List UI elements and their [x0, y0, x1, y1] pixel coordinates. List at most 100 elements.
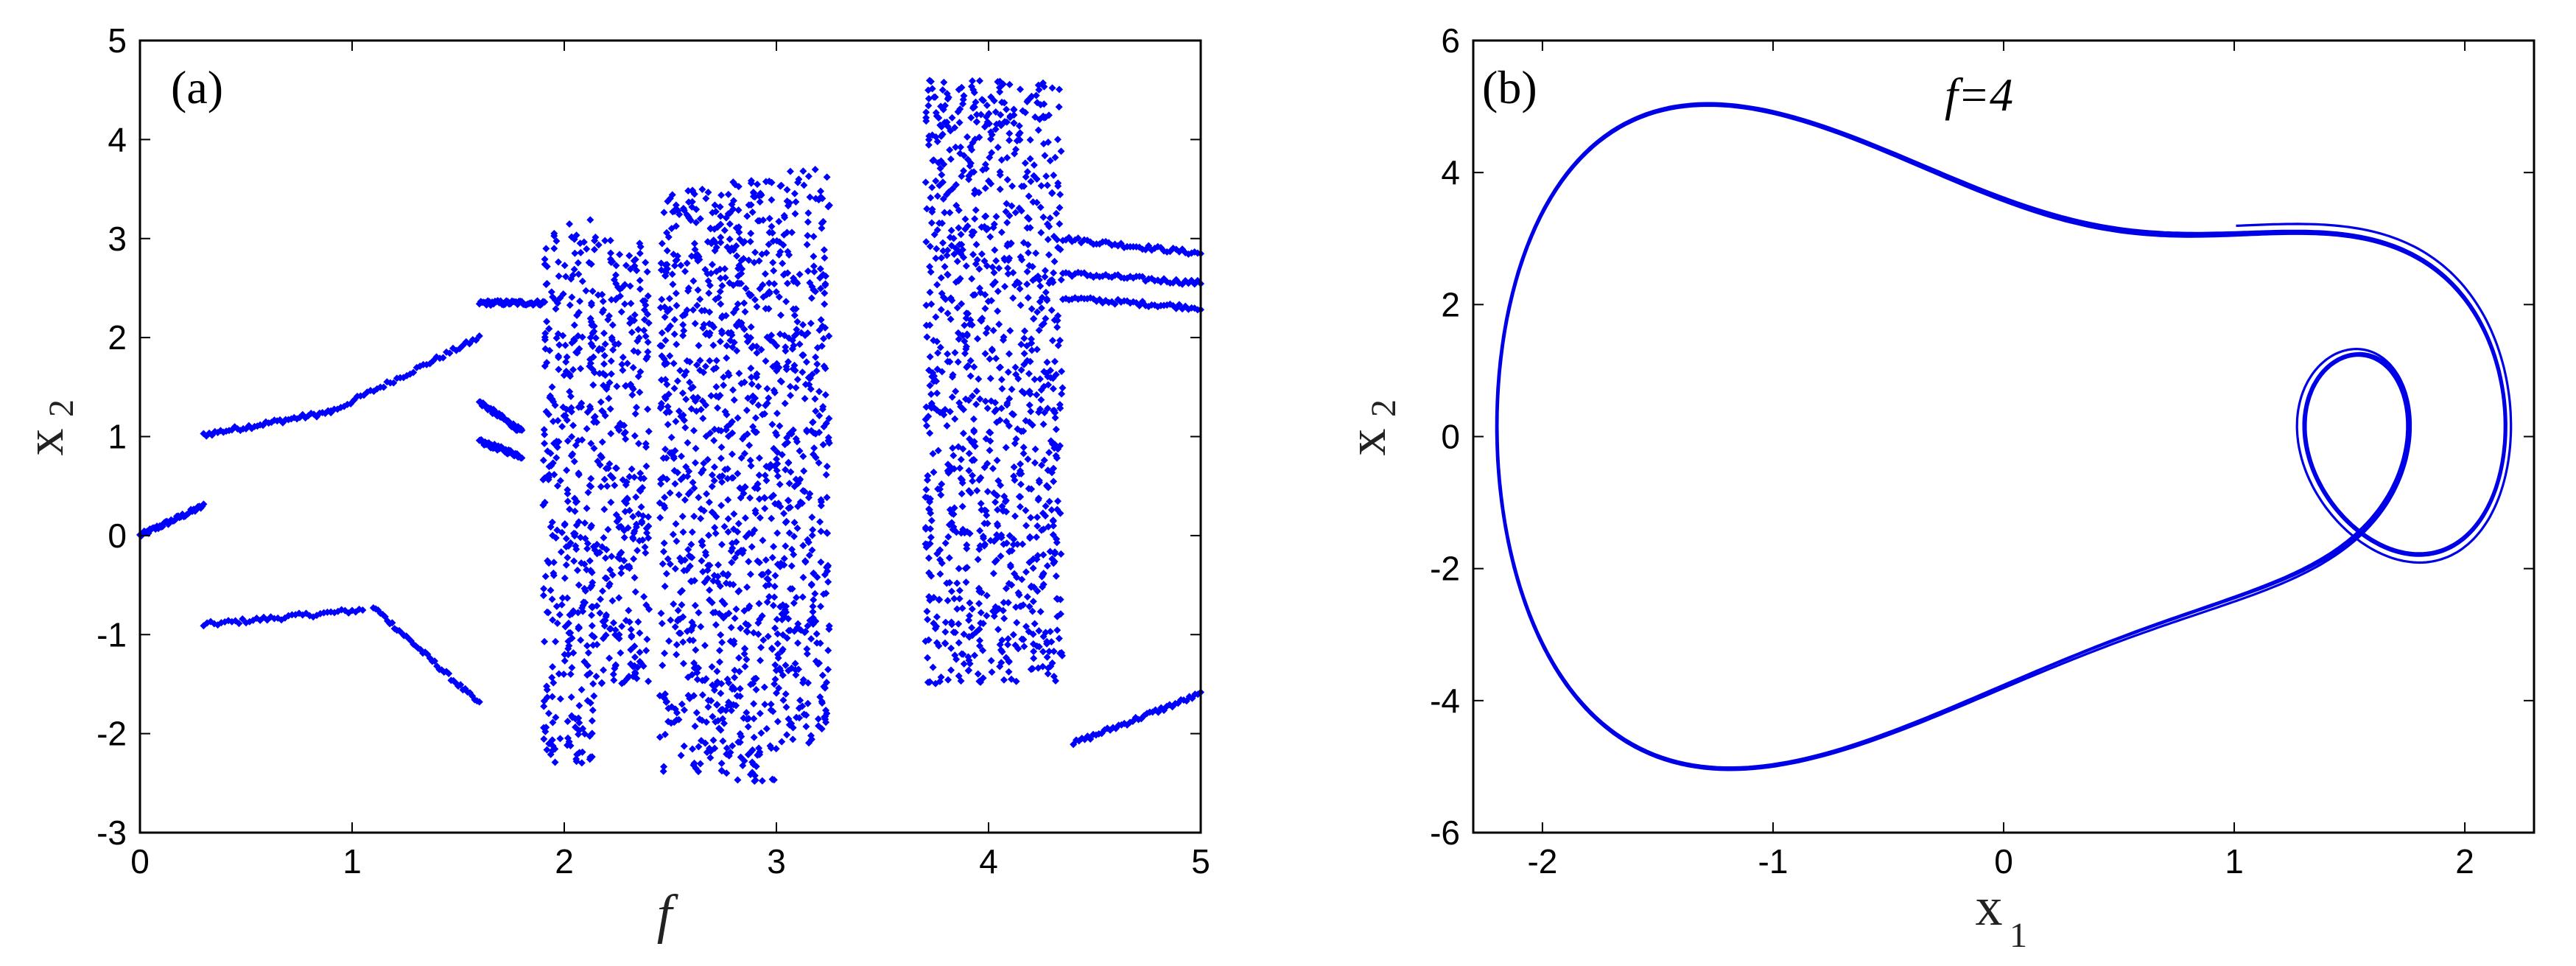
bifurcation-point — [661, 445, 670, 453]
bifurcation-point — [555, 354, 563, 362]
bifurcation-point — [631, 573, 639, 581]
bifurcation-point — [990, 489, 998, 497]
bifurcation-point — [1047, 307, 1056, 315]
bifurcation-point — [1047, 374, 1055, 382]
bifurcation-point — [780, 555, 788, 563]
bifurcation-point — [631, 527, 639, 535]
bifurcation-point — [550, 439, 558, 447]
bifurcation-point — [785, 615, 793, 623]
bifurcation-point — [762, 178, 770, 186]
bifurcation-point — [723, 572, 731, 580]
bifurcation-point — [930, 337, 938, 345]
bifurcation-point — [938, 86, 947, 94]
bifurcation-point — [541, 474, 549, 482]
bifurcation-point — [553, 482, 561, 490]
bifurcation-point — [935, 642, 943, 650]
bifurcation-point — [928, 205, 936, 213]
bifurcation-point — [926, 498, 934, 506]
bifurcation-point — [550, 471, 558, 479]
bifurcation-point — [544, 710, 552, 718]
bifurcation-point — [1004, 270, 1012, 278]
bifurcation-point — [966, 612, 974, 620]
bifurcation-point — [782, 542, 790, 550]
bifurcation-point — [657, 609, 665, 617]
bifurcation-point — [790, 274, 798, 282]
bifurcation-point — [625, 564, 634, 573]
bifurcation-point — [927, 509, 935, 517]
bifurcation-point — [555, 341, 564, 349]
bifurcation-point — [359, 606, 367, 615]
bifurcation-point — [821, 364, 829, 372]
bifurcation-point — [658, 352, 666, 360]
bifurcation-point — [965, 449, 973, 458]
bifurcation-point — [693, 361, 701, 369]
bifurcation-point — [976, 527, 984, 535]
bifurcation-point — [926, 262, 934, 270]
bifurcation-point — [949, 444, 957, 452]
bifurcation-point — [989, 326, 997, 335]
bifurcation-point — [564, 437, 572, 445]
bifurcation-point — [1008, 202, 1016, 210]
bifurcation-point — [990, 220, 998, 228]
bifurcation-point — [706, 754, 715, 762]
bifurcation-point — [686, 562, 694, 570]
bifurcation-point — [601, 574, 609, 582]
bifurcation-point — [575, 270, 583, 279]
x-tick-label-a: 3 — [767, 842, 786, 881]
bifurcation-point — [550, 229, 558, 237]
bifurcation-point — [768, 223, 776, 231]
bifurcation-point — [691, 320, 699, 328]
bifurcation-point — [1035, 643, 1043, 651]
bifurcation-point — [731, 615, 739, 623]
bifurcation-point — [1057, 276, 1065, 284]
bifurcation-point — [785, 480, 793, 488]
bifurcation-point — [643, 635, 651, 643]
bifurcation-point — [723, 342, 731, 350]
bifurcation-point — [779, 631, 787, 639]
bifurcation-point — [597, 679, 606, 687]
bifurcation-point — [922, 238, 930, 246]
bifurcation-point — [1025, 628, 1033, 636]
bifurcation-point — [692, 709, 701, 717]
bifurcation-point — [670, 315, 678, 323]
bifurcation-point — [752, 373, 760, 381]
bifurcation-point — [543, 279, 551, 287]
bifurcation-point — [934, 349, 942, 357]
bifurcation-point — [549, 718, 557, 727]
bifurcation-point — [817, 603, 825, 611]
bifurcation-point — [804, 679, 813, 687]
bifurcation-point — [946, 209, 954, 217]
bifurcation-point — [1028, 335, 1036, 343]
bifurcation-point — [975, 375, 983, 383]
bifurcation-point — [675, 491, 683, 499]
bifurcation-point — [809, 419, 817, 427]
bifurcation-point — [688, 528, 696, 536]
bifurcation-point — [680, 742, 688, 750]
bifurcation-point — [969, 455, 978, 463]
bifurcation-point — [600, 475, 608, 483]
bifurcation-point — [710, 323, 718, 332]
bifurcation-point — [634, 547, 642, 555]
bifurcation-point — [762, 402, 770, 410]
bifurcation-point — [556, 735, 564, 743]
bifurcation-point — [1028, 92, 1036, 100]
bifurcation-point — [930, 468, 938, 476]
plot-area-b — [1473, 41, 2534, 833]
bifurcation-point — [720, 600, 729, 608]
bifurcation-point — [777, 378, 785, 386]
bifurcation-point — [746, 237, 754, 245]
bifurcation-point — [718, 281, 726, 290]
bifurcation-point — [564, 718, 572, 726]
bifurcation-point — [938, 239, 947, 247]
bifurcation-point — [1050, 357, 1059, 365]
bifurcation-point — [588, 611, 596, 619]
bifurcation-point — [747, 323, 755, 331]
bifurcation-point — [583, 642, 592, 650]
bifurcation-point — [1003, 154, 1011, 162]
bifurcation-point — [785, 667, 793, 675]
bifurcation-point — [681, 371, 689, 379]
bifurcation-point — [782, 298, 790, 306]
bifurcation-point — [663, 475, 671, 483]
bifurcation-point — [618, 360, 626, 368]
